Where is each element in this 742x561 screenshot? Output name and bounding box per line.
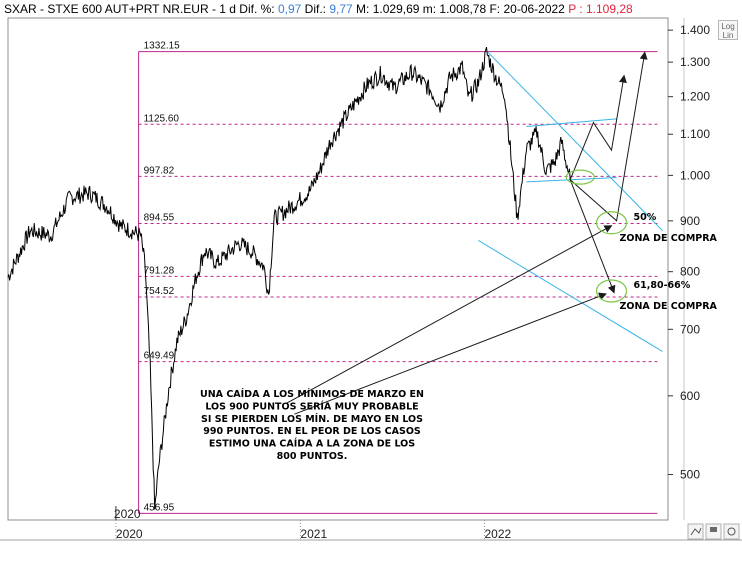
fib-levels: 1332.15 1125.60 997.82 894.55 791.28 754.52 64… (138, 41, 658, 514)
dif-label: Dif.: (301, 2, 330, 16)
lin-label: Lin (722, 31, 734, 40)
y-tick-label: 600 (680, 389, 700, 403)
x-tick-label: 2021 (300, 527, 327, 541)
x-tick-label: 2020 (116, 527, 143, 541)
zone-name-label: ZONA DE COMPRA (620, 233, 718, 244)
y-tick-label: 700 (680, 322, 700, 336)
channel-line (526, 177, 617, 183)
y-tick-label: 1.300 (680, 55, 710, 69)
settings-glyph (727, 527, 736, 536)
trend-channels (478, 50, 663, 352)
zone-percent-label: 61,80-66% (634, 280, 691, 291)
line-mode-glyph (690, 527, 702, 536)
fib-level-label: 997.82 (144, 165, 175, 176)
plot-frame (7, 17, 669, 521)
x-corner-label: 2020 (114, 507, 141, 521)
log-scale-button[interactable]: Log Lin (718, 20, 738, 40)
y-axis: 1.400 1.300 1.200 1.100 1.000 900 800 700 600 500 (668, 23, 710, 482)
fib-level-label: 894.55 (144, 212, 175, 223)
zone-name-label: ZONA DE COMPRA (620, 301, 718, 312)
y-tick-label: 1.200 (680, 90, 710, 104)
y-tick-label: 1.100 (680, 127, 710, 141)
x-axis: 2020 2021 2022 2020 (114, 506, 511, 541)
buy-zone-ellipse (565, 169, 595, 185)
annotation-line: LOS 900 PUNTOS SERÍA MUY PROBABLE (205, 400, 418, 412)
x-tick-label: 2022 (484, 527, 511, 541)
annotation-line: 990 PUNTOS. EN EL PEOR DE LOS CASOS (203, 426, 421, 437)
annotation-line: SI SE PIERDEN LOS MÍN. DE MAYO EN LOS (201, 413, 423, 425)
annotation-line: 800 PUNTOS. (277, 451, 348, 462)
buy-zones: 50% ZONA DE COMPRA 61,80-66% ZONA DE COMPRA (565, 169, 718, 312)
projection-path (569, 51, 648, 222)
settings-icon[interactable] (723, 523, 740, 540)
fib-level-label: 1332.15 (144, 41, 181, 52)
y-tick-label: 800 (680, 265, 700, 279)
annotation-line: ESTIMO UNA CAÍDA A LA ZONA DE LOS (209, 438, 415, 450)
channel-line (526, 118, 617, 127)
annotation-line: UNA CAÍDA A LOS MÍNIMOS DE MARZO EN (200, 388, 424, 400)
header-prefix: SXAR - STXE 600 AUT+PRT NR.EUR - 1 d Dif… (4, 2, 278, 16)
line-mode-icon[interactable] (687, 523, 704, 540)
save-glyph (710, 527, 717, 532)
fib-level-label: 754.52 (144, 286, 175, 297)
log-label: Log (721, 22, 735, 31)
annotation-arrow (294, 292, 607, 415)
zone-percent-label: 50% (634, 212, 657, 223)
fib-level-label: 1125.60 (144, 113, 180, 124)
fib-level-label: 649.49 (144, 351, 175, 362)
projection-arrows (286, 51, 648, 415)
price-label: P : (568, 2, 586, 16)
channel-line (486, 50, 663, 231)
chart-header: SXAR - STXE 600 AUT+PRT NR.EUR - 1 d Dif… (4, 2, 633, 16)
header-stats: M: 1.029,69 m: 1.008,78 F: 20-06-2022 (352, 2, 569, 16)
channel-line (478, 240, 663, 352)
fib-level-label: 456.95 (144, 502, 175, 513)
y-tick-label: 1.400 (680, 23, 710, 37)
annotation-arrow (286, 225, 613, 404)
y-tick-label: 900 (680, 214, 700, 228)
dif-value: 9,77 (329, 2, 353, 16)
fib-level-label: 791.28 (144, 265, 175, 276)
buy-zone-ellipse (595, 279, 628, 303)
price-value: 1.109,28 (585, 2, 633, 16)
y-tick-label: 1.000 (680, 168, 710, 182)
chart-grid (0, 17, 742, 541)
projection-path (569, 74, 627, 180)
dif-percent: 0,97 (277, 2, 302, 16)
price-line (7, 46, 571, 510)
buy-zone-ellipse (595, 211, 628, 235)
y-tick-label: 500 (680, 468, 700, 482)
